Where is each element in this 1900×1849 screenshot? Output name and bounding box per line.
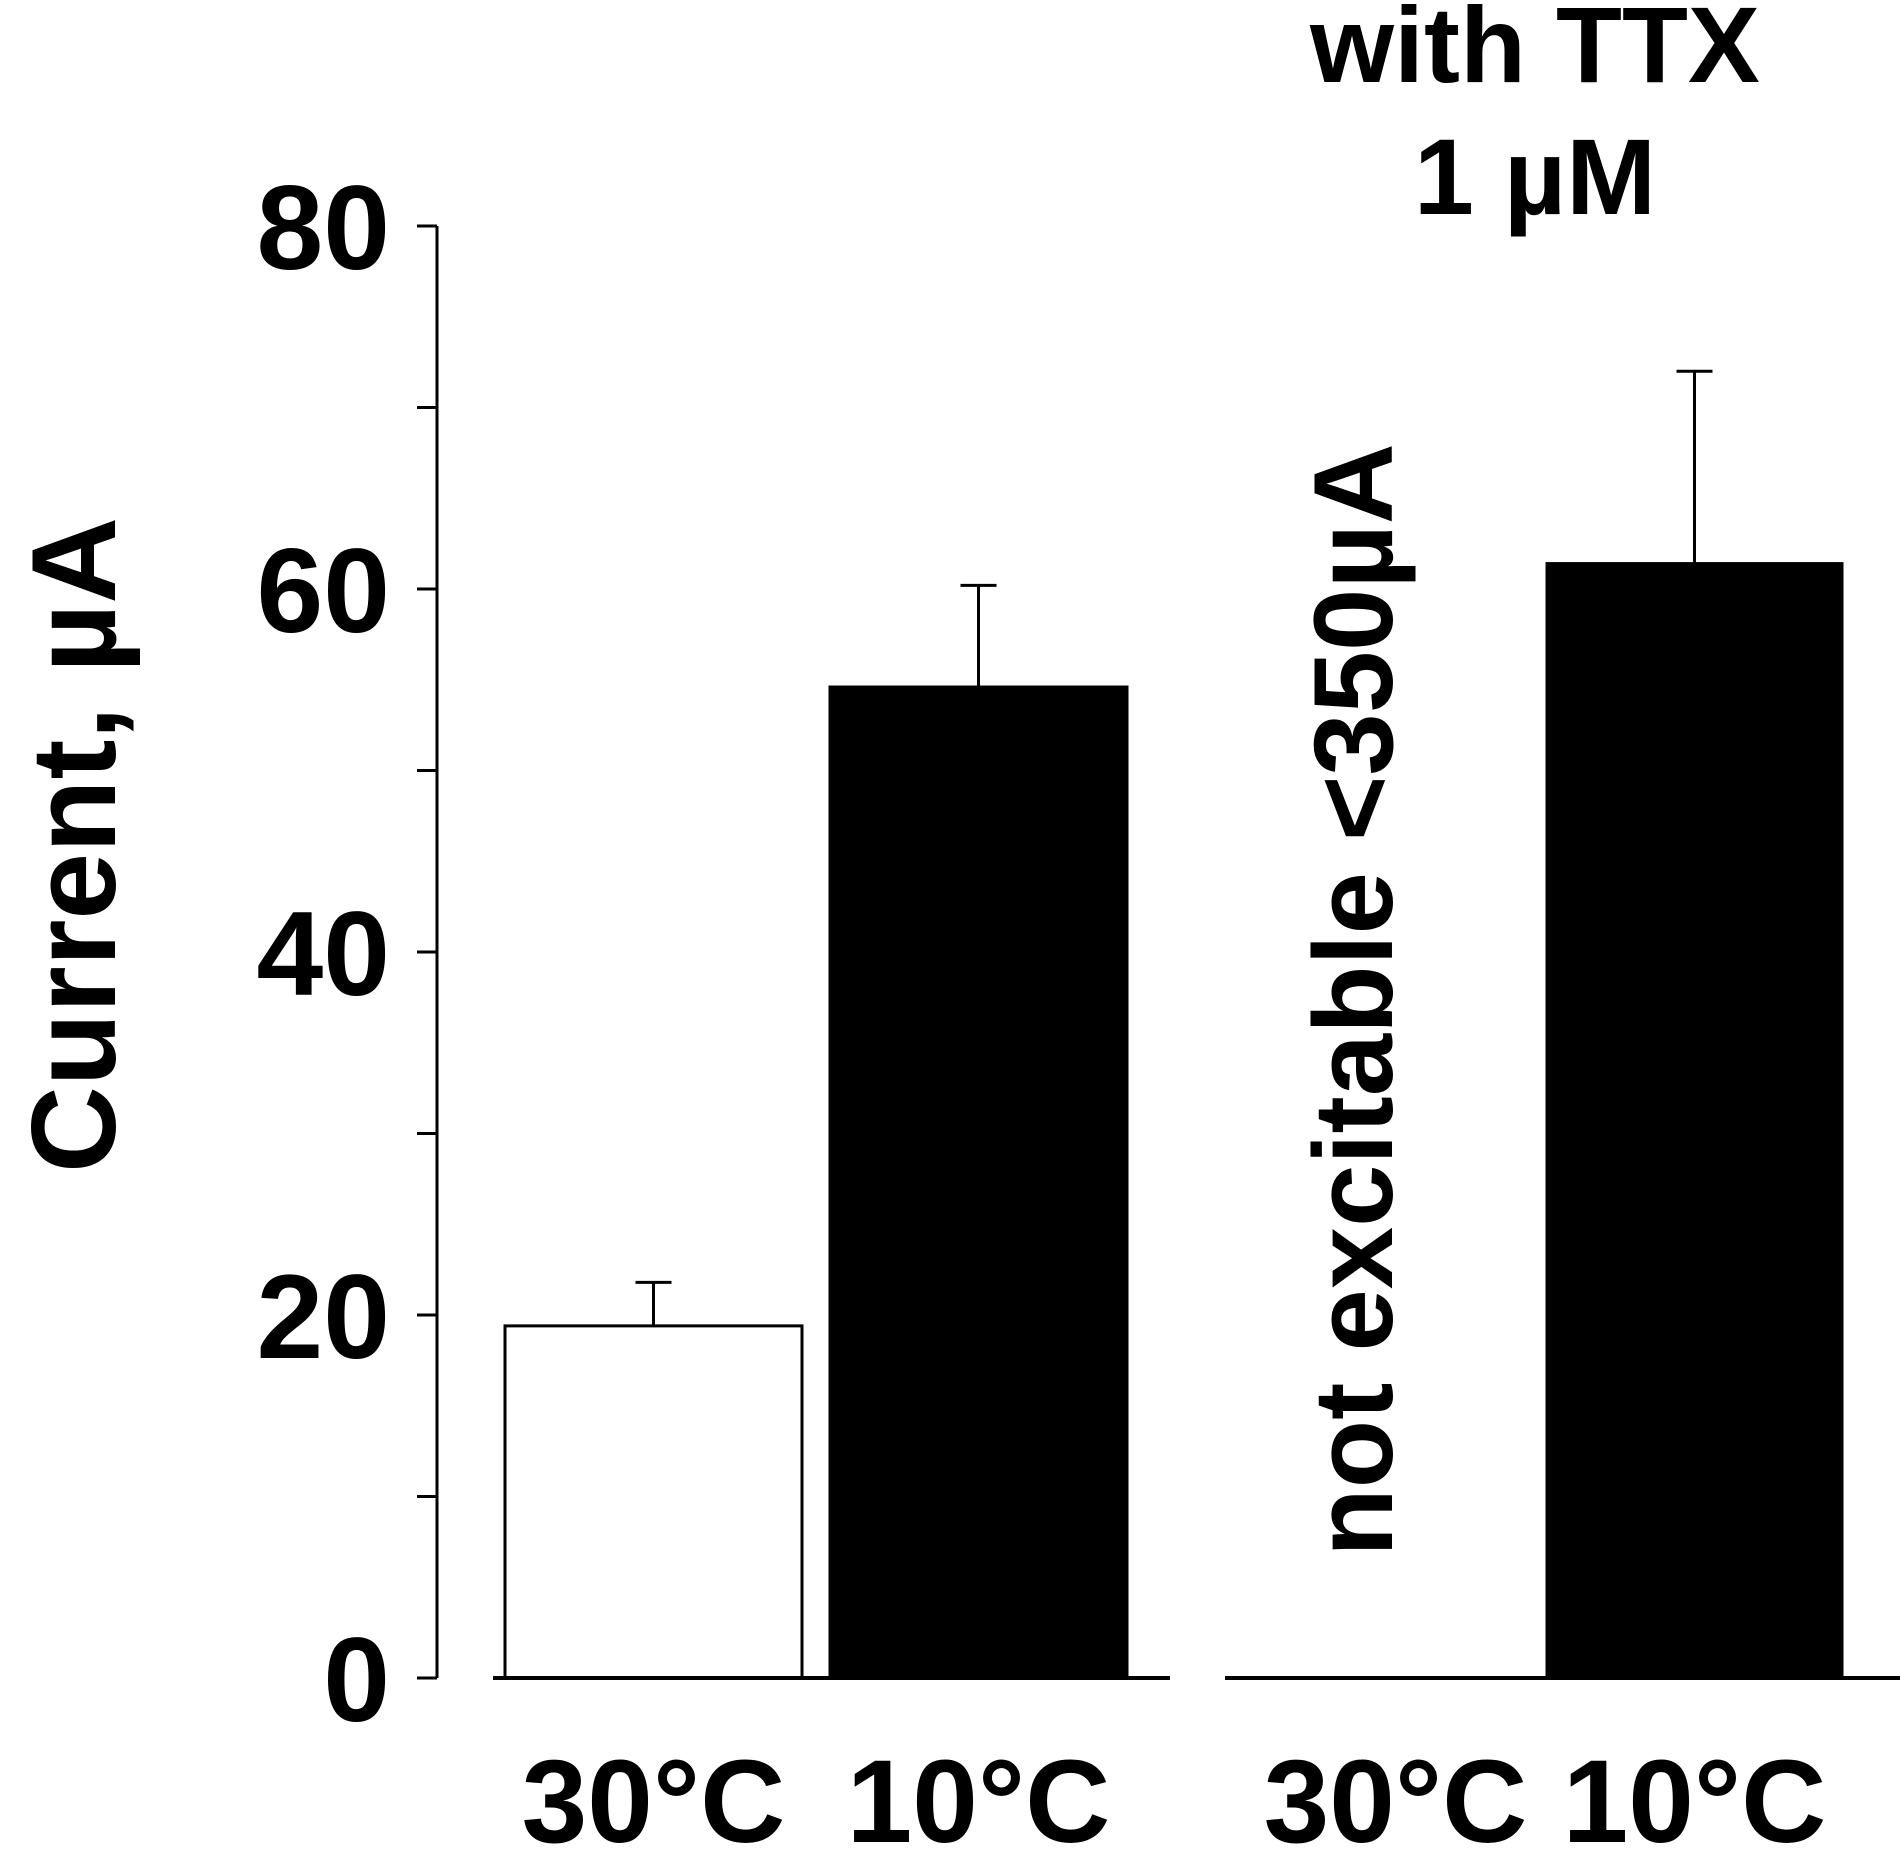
x-tick-label: 30°C <box>1264 1736 1528 1849</box>
bar-10°C <box>1545 562 1844 1680</box>
y-tick-label: 0 <box>323 1613 390 1747</box>
y-tick-label: 60 <box>257 524 390 658</box>
bar-30°C <box>503 1324 804 1680</box>
panels: 30°C 10°C 30°C 10°C with TTX 1 µM not excitabl… <box>493 0 1900 1849</box>
bar-10°C <box>828 685 1129 1680</box>
x-tick-label: 10°C <box>847 1736 1111 1849</box>
panel-header: with TTX <box>1309 0 1760 105</box>
y-tick-label: 20 <box>257 1250 390 1384</box>
y-axis: 0 20 40 60 80 <box>257 161 439 1747</box>
y-tick-label: 40 <box>257 887 390 1021</box>
panel-2: 30°C 10°C with TTX 1 µM not excitable <350µA <box>1225 0 1900 1849</box>
x-tick-label: 30°C <box>522 1736 786 1849</box>
x-tick-label: 10°C <box>1563 1736 1827 1849</box>
panel-header: 1 µM <box>1414 116 1656 237</box>
y-tick-label: 80 <box>257 161 390 295</box>
panel-annotation: not excitable <350µA <box>1291 443 1416 1556</box>
y-axis-label: Current, µA <box>7 517 141 1173</box>
panel-1: 30°C 10°C <box>493 583 1170 1849</box>
